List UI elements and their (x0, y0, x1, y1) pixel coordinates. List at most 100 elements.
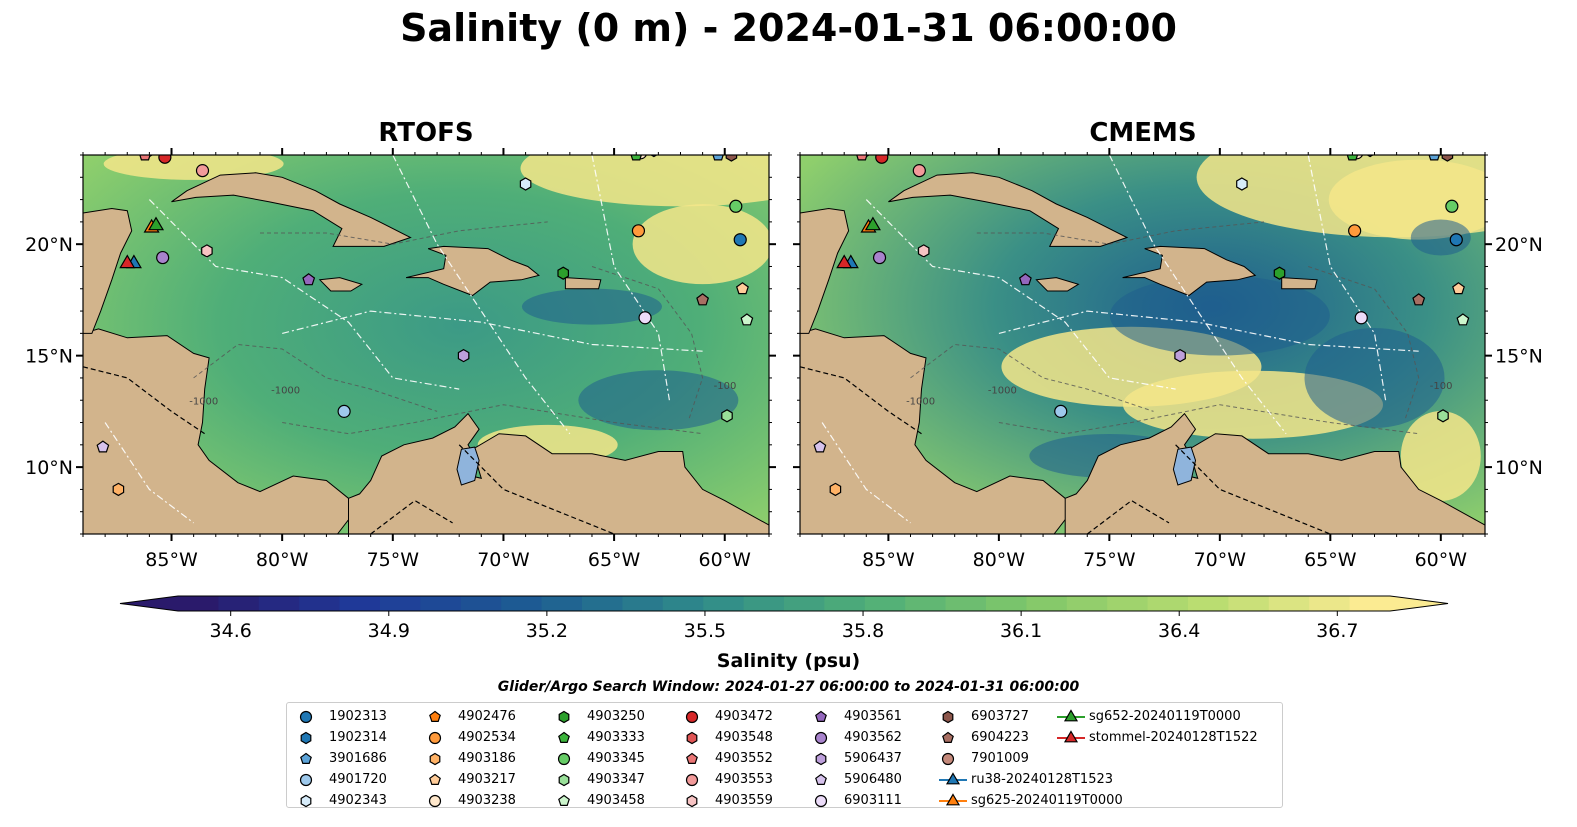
colorbar-segment (460, 596, 502, 611)
legend-label: 4903548 (715, 730, 773, 745)
legend-marker (429, 752, 441, 766)
float-4903347 (721, 409, 733, 423)
legend-label: 4903250 (587, 709, 645, 724)
legend-label: 4903238 (458, 793, 516, 808)
legend-label: 6904223 (971, 730, 1029, 745)
legend-symbol (814, 794, 828, 808)
float-6904223 (696, 293, 710, 306)
float-4903561 (1018, 273, 1032, 286)
lon-tick-label: 75°W (367, 549, 420, 571)
legend-symbol (815, 752, 827, 766)
eez-boundary (392, 155, 571, 435)
legend-symbol (299, 773, 313, 787)
float-4903186 (112, 482, 125, 497)
legend-marker (300, 794, 312, 808)
country-border (370, 499, 453, 534)
eez-boundary (1108, 155, 1287, 435)
legend-label: 6903111 (844, 793, 902, 808)
colorbar-segment (1349, 596, 1391, 611)
high-salinity-patch (1328, 159, 1485, 240)
legend-label: 5906437 (844, 751, 902, 766)
float-4903345 (729, 199, 743, 213)
colorbar-segment (622, 596, 664, 611)
colorbar-segment (218, 596, 260, 611)
legend-symbol (686, 731, 698, 745)
legend-label: 4903553 (715, 772, 773, 787)
legend-symbol (558, 731, 570, 743)
float-3901686 (712, 155, 724, 161)
land-jamaica (318, 277, 364, 292)
float-6903111 (1354, 311, 1368, 325)
colorbar-segment (1147, 596, 1189, 611)
legend-label: 4902534 (458, 730, 516, 745)
float-4903347 (1437, 409, 1449, 423)
legend-marker (1057, 709, 1085, 722)
search-window-text: Glider/Argo Search Window: 2024-01-27 06… (497, 679, 1080, 695)
lat-tick-label: 10°N (1495, 457, 1543, 479)
legend-marker (814, 731, 828, 745)
legend-marker (299, 710, 313, 724)
legend-label: 4903186 (458, 751, 516, 766)
colorbar-tick-label: 34.9 (368, 620, 410, 642)
legend-symbol (429, 710, 441, 722)
glider-stommel-20240128T1522 (119, 254, 136, 269)
legend-label: 4903347 (587, 772, 645, 787)
legend-symbol (686, 794, 698, 808)
float-4903553 (195, 164, 210, 178)
colorbar-segment (743, 596, 785, 611)
legend-label: 4903559 (715, 793, 773, 808)
legend-symbol (815, 710, 827, 722)
float-5906437 (1174, 348, 1186, 363)
lon-tick-label: 65°W (588, 549, 641, 571)
legend-label: 1902313 (329, 709, 387, 724)
legend-symbol (300, 731, 312, 745)
lake-maracaibo (456, 446, 480, 486)
eez-boundary (282, 310, 703, 352)
float-4903561 (302, 273, 316, 286)
legend-marker (428, 794, 442, 808)
legend-label: 4902343 (329, 793, 387, 808)
legend-marker (557, 752, 571, 766)
float-4903333 (1346, 155, 1359, 161)
legend-symbol (686, 752, 698, 764)
legend-marker (1057, 730, 1085, 743)
lat-tick-label: 20°N (1495, 234, 1543, 256)
legend-marker (429, 773, 441, 785)
colorbar-tick-label: 34.6 (210, 620, 252, 642)
float-4903250 (1273, 266, 1286, 280)
country-border (458, 444, 615, 534)
bathymetry-contour (976, 221, 1265, 245)
legend-marker (428, 731, 442, 745)
legend-label: 4903345 (587, 751, 645, 766)
float-4903333 (630, 155, 642, 161)
float-7901009 (821, 140, 833, 152)
float-4902343 (519, 177, 532, 191)
legend-label: 6903727 (971, 709, 1029, 724)
map-panel-cmems: -100-1000-1000-10085°W80°W75°W70°W65°W60… (793, 140, 1543, 571)
legend-symbol (299, 710, 313, 724)
map-panel-rtofs: -100-1000-1000-10085°W80°W75°W70°W65°W60… (25, 148, 776, 571)
colorbar-tick-label: 36.1 (1000, 620, 1042, 642)
land-yucatan (83, 207, 133, 334)
legend-label: 4903552 (715, 751, 773, 766)
bathymetry-contour (260, 221, 548, 245)
contour-label: -100 (1430, 381, 1453, 392)
bathymetry-contour (193, 343, 438, 412)
float-6903727 (725, 155, 738, 162)
float-4903217 (735, 282, 749, 295)
float-1902313 (1449, 233, 1463, 247)
legend-label: ru38-20240128T1523 (971, 772, 1114, 787)
contour-label: -100 (714, 381, 737, 392)
legend-marker (558, 710, 570, 724)
lon-tick-label: 85°W (862, 549, 915, 571)
contour-label: -1000 (271, 386, 300, 397)
colorbar-segment (1268, 596, 1310, 611)
glider-sg652-20240119T0000 (148, 216, 165, 231)
float-4903562 (872, 250, 887, 265)
country-border (1175, 444, 1331, 534)
legend-symbol (814, 731, 828, 745)
legend-symbol (815, 773, 827, 785)
legend-marker (814, 794, 828, 808)
legend-label: 4902476 (458, 709, 516, 724)
glider-stommel-20240128T1522 (836, 254, 853, 269)
